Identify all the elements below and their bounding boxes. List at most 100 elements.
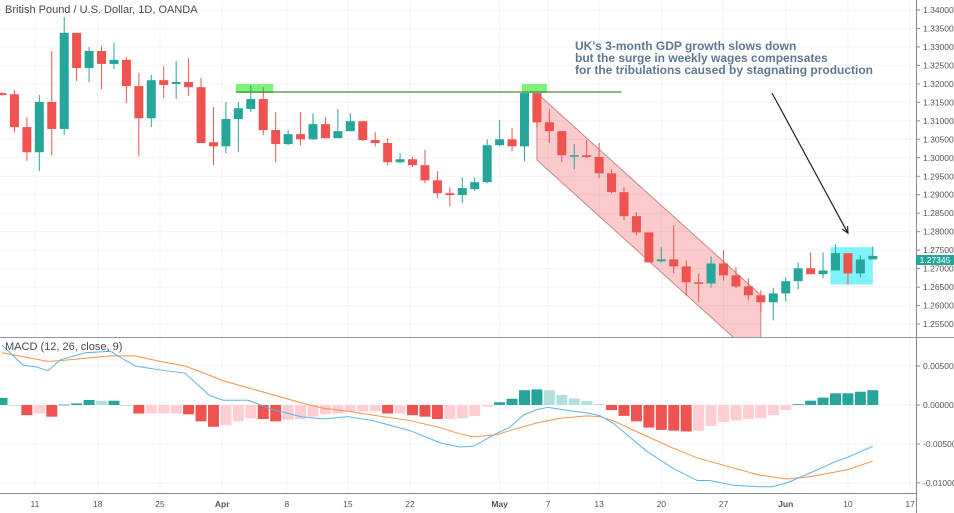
candle: [756, 290, 766, 313]
candle: [72, 32, 82, 81]
drawings-layer[interactable]: [235, 83, 873, 362]
candle-body: [793, 268, 803, 282]
macd-histogram-bar: [817, 397, 829, 405]
candle: [146, 75, 156, 128]
macd-histogram-bar: [257, 404, 269, 420]
candle: [9, 90, 19, 133]
macd-title: MACD (12, 26, close, 9): [5, 341, 123, 353]
candle-body: [171, 82, 181, 84]
candle-body: [781, 281, 791, 294]
macd-histogram-bar: [332, 404, 344, 414]
candle: [258, 87, 268, 136]
candle: [345, 113, 355, 132]
macd-histogram-bar: [33, 404, 45, 414]
candle-body: [109, 59, 119, 64]
candle: [358, 121, 368, 142]
macd-histogram-bar: [718, 404, 730, 423]
candle-body: [308, 124, 318, 140]
price-tick-label: 1.27000: [923, 264, 954, 274]
candle: [631, 212, 641, 236]
candle: [221, 101, 231, 154]
price-tick-label: 1.25500: [923, 319, 954, 329]
macd-histogram-bar: [357, 404, 369, 412]
candle: [59, 16, 69, 136]
time-tick-label: Apr: [215, 499, 230, 509]
time-tick-label: 17: [905, 499, 915, 509]
candle-body: [507, 139, 517, 147]
time-tick-label: 10: [843, 499, 853, 509]
macd-tick-label: 0.00000: [923, 400, 954, 410]
candle: [233, 101, 243, 153]
chart-annotation-text[interactable]: UK's 3-month GDP growth slows down but t…: [575, 40, 910, 76]
macd-histogram-bar: [158, 404, 170, 414]
macd-histogram-bar: [382, 404, 394, 414]
macd-histogram-bar: [71, 403, 83, 405]
macd-histogram-bar: [606, 404, 618, 411]
candle-body: [743, 286, 753, 296]
candle-body: [221, 118, 231, 147]
macd-histogram-bar: [742, 404, 754, 420]
macd-histogram-bar: [295, 404, 307, 420]
last-price-badge: 1.27345: [916, 255, 954, 265]
candle-body: [383, 143, 393, 163]
candle: [34, 94, 44, 172]
macd-histogram-bar: [693, 404, 705, 431]
candle-body: [283, 134, 293, 145]
candle: [408, 157, 418, 168]
macd-tick-label: 0.00500: [923, 361, 954, 371]
macd-histogram-bar: [854, 391, 866, 405]
macd-histogram-bar: [170, 404, 182, 414]
macd-histogram-bar: [307, 404, 319, 417]
candle: [97, 46, 107, 90]
macd-histogram-bar: [630, 404, 642, 422]
time-tick-label: 13: [594, 499, 604, 509]
macd-histogram-bar: [220, 404, 232, 426]
candle-body: [208, 142, 218, 147]
candle: [607, 169, 617, 194]
candle-body: [84, 50, 94, 68]
time-tick-label: 7: [546, 499, 551, 509]
candle-body: [768, 293, 778, 303]
candle: [420, 150, 430, 184]
candle-body: [320, 124, 330, 139]
macd-histogram-bar: [96, 400, 108, 405]
macd-histogram-bar: [419, 404, 431, 417]
candle: [619, 187, 629, 221]
macd-histogram-bar: [319, 404, 331, 415]
candle: [457, 177, 467, 204]
time-tick-label: May: [491, 499, 508, 509]
candle: [781, 277, 791, 302]
candle-body: [694, 282, 704, 284]
candle: [308, 113, 318, 141]
price-tick-label: 1.33500: [923, 23, 954, 33]
annotation-line: for the tribulations caused by stagnatin…: [575, 63, 874, 77]
macd-histogram-bar: [531, 389, 543, 405]
candle-body: [184, 82, 194, 88]
price-tick-label: 1.27500: [923, 245, 954, 255]
candle-body: [470, 182, 480, 190]
macd-line: [1, 344, 874, 488]
macd-histogram-bar: [518, 390, 530, 405]
time-tick-label: 15: [343, 499, 353, 509]
candle-body: [333, 131, 343, 139]
candle: [171, 60, 181, 100]
macd-histogram-bar: [270, 404, 282, 422]
candle: [793, 262, 803, 290]
drawings-front-layer[interactable]: [235, 91, 849, 235]
candle-body: [818, 270, 828, 275]
candle: [569, 144, 579, 170]
price-tick-label: 1.32500: [923, 60, 954, 70]
candle-body: [719, 263, 729, 276]
candle: [383, 138, 393, 166]
candle-body: [855, 259, 865, 274]
price-tick-label: 1.30500: [923, 134, 954, 144]
candle: [818, 252, 828, 279]
price-tick-label: 1.26500: [923, 282, 954, 292]
candle-body: [669, 259, 679, 267]
price-tick-label: 1.31000: [923, 116, 954, 126]
annotation-line: but the surge in weekly wages compensate…: [575, 51, 828, 65]
candle: [519, 93, 529, 162]
time-tick-label: 11: [31, 499, 40, 509]
candle-body: [544, 122, 554, 132]
